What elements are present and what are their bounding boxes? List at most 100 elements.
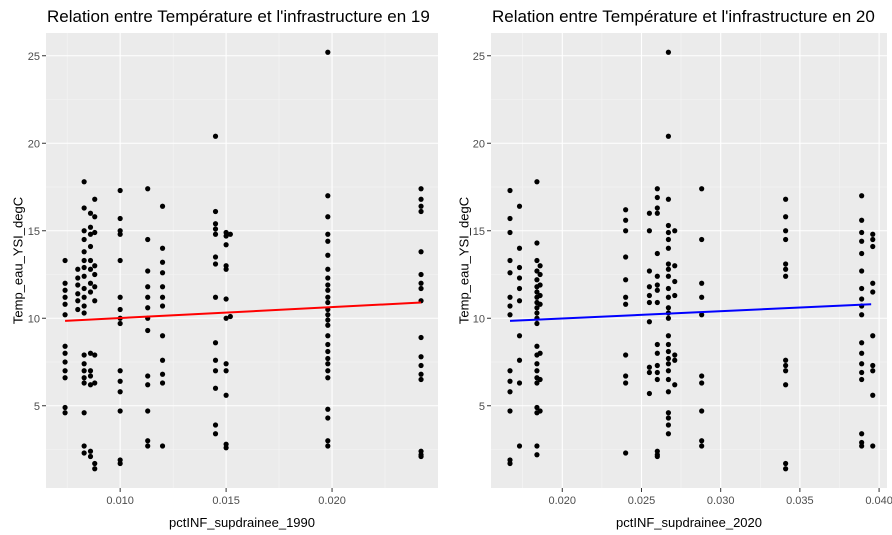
data-point [81, 443, 87, 449]
data-point [654, 350, 660, 356]
data-point [212, 226, 219, 232]
data-point [859, 376, 865, 383]
data-point [859, 217, 865, 223]
data-point [212, 357, 219, 363]
data-point [516, 298, 523, 304]
data-point [212, 133, 219, 139]
data-point [783, 261, 789, 267]
data-point [418, 208, 424, 215]
data-point [870, 368, 876, 374]
data-point [92, 229, 98, 236]
y-tick-label: 20 [473, 138, 485, 150]
data-point [87, 350, 94, 356]
data-point [699, 186, 705, 192]
data-point [516, 333, 523, 339]
data-point [159, 357, 166, 363]
data-point [870, 362, 876, 369]
data-point [62, 287, 68, 293]
plot-background [46, 33, 438, 488]
data-point [665, 49, 672, 55]
y-tick-label: 15 [28, 226, 40, 238]
data-point [507, 270, 513, 276]
data-point [859, 431, 865, 437]
data-point [537, 292, 543, 299]
data-point [81, 410, 87, 416]
data-point [117, 231, 123, 237]
data-point [227, 313, 233, 320]
data-point [516, 275, 523, 281]
data-point [859, 340, 865, 346]
data-point [87, 257, 94, 264]
data-point [212, 208, 219, 215]
data-point [665, 431, 672, 437]
data-point [534, 452, 540, 458]
data-point [418, 186, 424, 192]
data-point [665, 389, 672, 395]
data-point [325, 49, 331, 55]
data-point [145, 382, 151, 388]
data-point [92, 271, 98, 278]
data-point [159, 245, 166, 251]
data-point [227, 231, 233, 237]
data-point [534, 368, 540, 374]
data-point [665, 422, 672, 428]
data-point [92, 196, 98, 202]
data-point [418, 354, 424, 360]
data-point [859, 369, 865, 376]
data-point [418, 280, 424, 286]
data-point [783, 273, 789, 279]
data-point [534, 361, 540, 367]
data-point [534, 289, 540, 295]
data-point [223, 233, 229, 239]
data-point [646, 364, 653, 370]
y-tick-label: 5 [479, 401, 485, 413]
data-point [665, 266, 672, 272]
y-axis-ticks: 5 10 15 20 25 [28, 51, 46, 413]
data-point [870, 280, 876, 286]
data-point [212, 368, 219, 374]
data-point [534, 404, 540, 411]
data-point [665, 236, 672, 243]
data-point [654, 453, 660, 460]
data-point [534, 343, 540, 349]
data-point [665, 355, 672, 362]
data-point [783, 460, 789, 467]
data-point [623, 207, 629, 213]
data-point [62, 404, 68, 411]
data-point [665, 361, 672, 367]
data-point [117, 408, 123, 414]
data-point [223, 266, 229, 272]
data-point [145, 408, 151, 414]
data-point [870, 392, 876, 398]
data-point [870, 231, 876, 237]
x-axis-title: pctINF_supdrainee_2020 [616, 515, 762, 530]
data-point [699, 373, 705, 379]
y-tick-label: 25 [28, 51, 40, 63]
data-point [646, 390, 653, 397]
data-point [516, 203, 523, 209]
data-point [699, 236, 705, 243]
data-point [534, 277, 540, 283]
data-point [325, 348, 331, 355]
data-point [62, 257, 68, 264]
data-point [87, 448, 94, 454]
data-point [81, 236, 87, 243]
data-point [654, 362, 660, 369]
data-point [418, 249, 424, 255]
data-point [507, 229, 513, 236]
data-point [646, 268, 653, 274]
data-point [81, 352, 87, 358]
y-tick-label: 20 [28, 138, 40, 150]
data-point [223, 315, 229, 321]
data-point [117, 215, 123, 222]
data-point [537, 350, 543, 356]
data-point [646, 210, 653, 216]
data-point [223, 296, 229, 302]
data-point [75, 306, 81, 313]
data-point [623, 373, 629, 379]
data-point [145, 268, 151, 274]
scatter-panel-2020: 0.020 0.025 0.030 0.035 0.040 5 10 15 20 25 Rela… [456, 7, 892, 530]
data-point [75, 291, 81, 297]
x-tick-label: 0.020 [318, 495, 346, 507]
